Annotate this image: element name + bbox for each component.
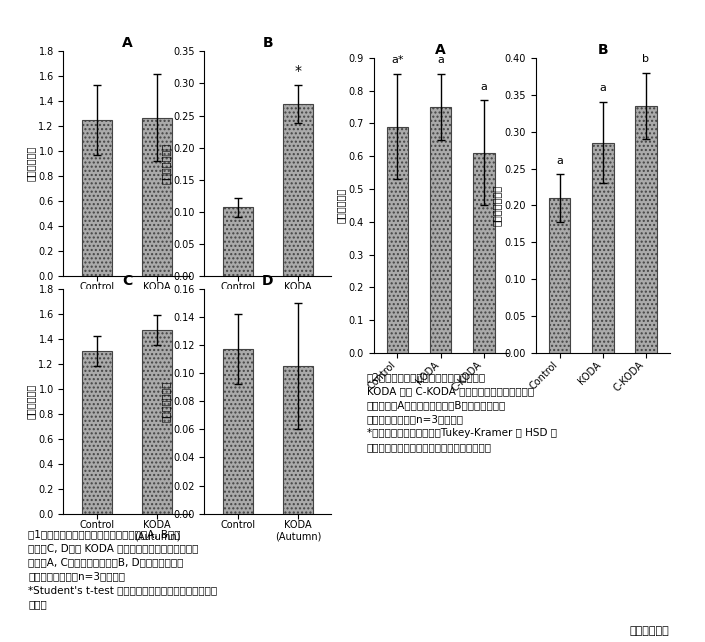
Text: *: * xyxy=(295,64,302,78)
Title: A: A xyxy=(121,36,133,50)
Bar xyxy=(430,107,451,353)
Bar xyxy=(82,120,112,276)
Bar xyxy=(386,126,408,353)
Y-axis label: 春枝数／旧葉数: 春枝数／旧葉数 xyxy=(160,143,171,184)
Title: C: C xyxy=(122,273,132,288)
Text: 図2　ウンシュウミカン成木に対する夏の
KODA 及び C-KODA 処理が、翌年の春に発生す
る花の数（A）及び春枝の数（B）に及ぼす影響
縦線は標準誤差（n: 図2 ウンシュウミカン成木に対する夏の KODA 及び C-KODA 処理が、翌… xyxy=(367,372,557,453)
Bar xyxy=(142,117,172,276)
Title: B: B xyxy=(262,36,274,50)
Bar xyxy=(82,351,112,514)
Text: （中嶋直子）: （中嶋直子） xyxy=(630,625,670,636)
Bar xyxy=(223,349,253,514)
Bar xyxy=(283,104,313,276)
Title: A: A xyxy=(435,42,446,56)
Text: a: a xyxy=(437,55,444,65)
Title: D: D xyxy=(262,273,274,288)
Bar xyxy=(592,143,613,353)
Text: a: a xyxy=(599,83,606,93)
Y-axis label: 春枝数／旧葉数: 春枝数／旧葉数 xyxy=(161,381,171,422)
Text: a*: a* xyxy=(391,55,404,65)
Bar xyxy=(473,153,495,353)
Title: B: B xyxy=(597,42,608,56)
Text: a: a xyxy=(556,155,563,166)
Y-axis label: 花数／旧葉数: 花数／旧葉数 xyxy=(25,384,35,419)
Text: a: a xyxy=(480,82,487,92)
Bar xyxy=(142,330,172,514)
Text: 図1　ウンシュウミカン成木に対する夏（A, B）及
び秋（C, D）の KODA 処理が翌年の春に発生する花
の数（A, C）及び春枝の数（B, D）に及ぼす影: 図1 ウンシュウミカン成木に対する夏（A, B）及 び秋（C, D）の KODA… xyxy=(28,530,217,610)
Text: b: b xyxy=(642,54,649,64)
Bar xyxy=(635,106,657,353)
Bar xyxy=(283,366,313,514)
Y-axis label: 花数／旧葉数: 花数／旧葉数 xyxy=(336,188,345,223)
Bar xyxy=(223,207,253,276)
Bar xyxy=(548,198,570,353)
Y-axis label: 春枝数／旧葉数: 春枝数／旧葉数 xyxy=(491,185,502,226)
Y-axis label: 花数／旧葉数: 花数／旧葉数 xyxy=(25,146,35,181)
